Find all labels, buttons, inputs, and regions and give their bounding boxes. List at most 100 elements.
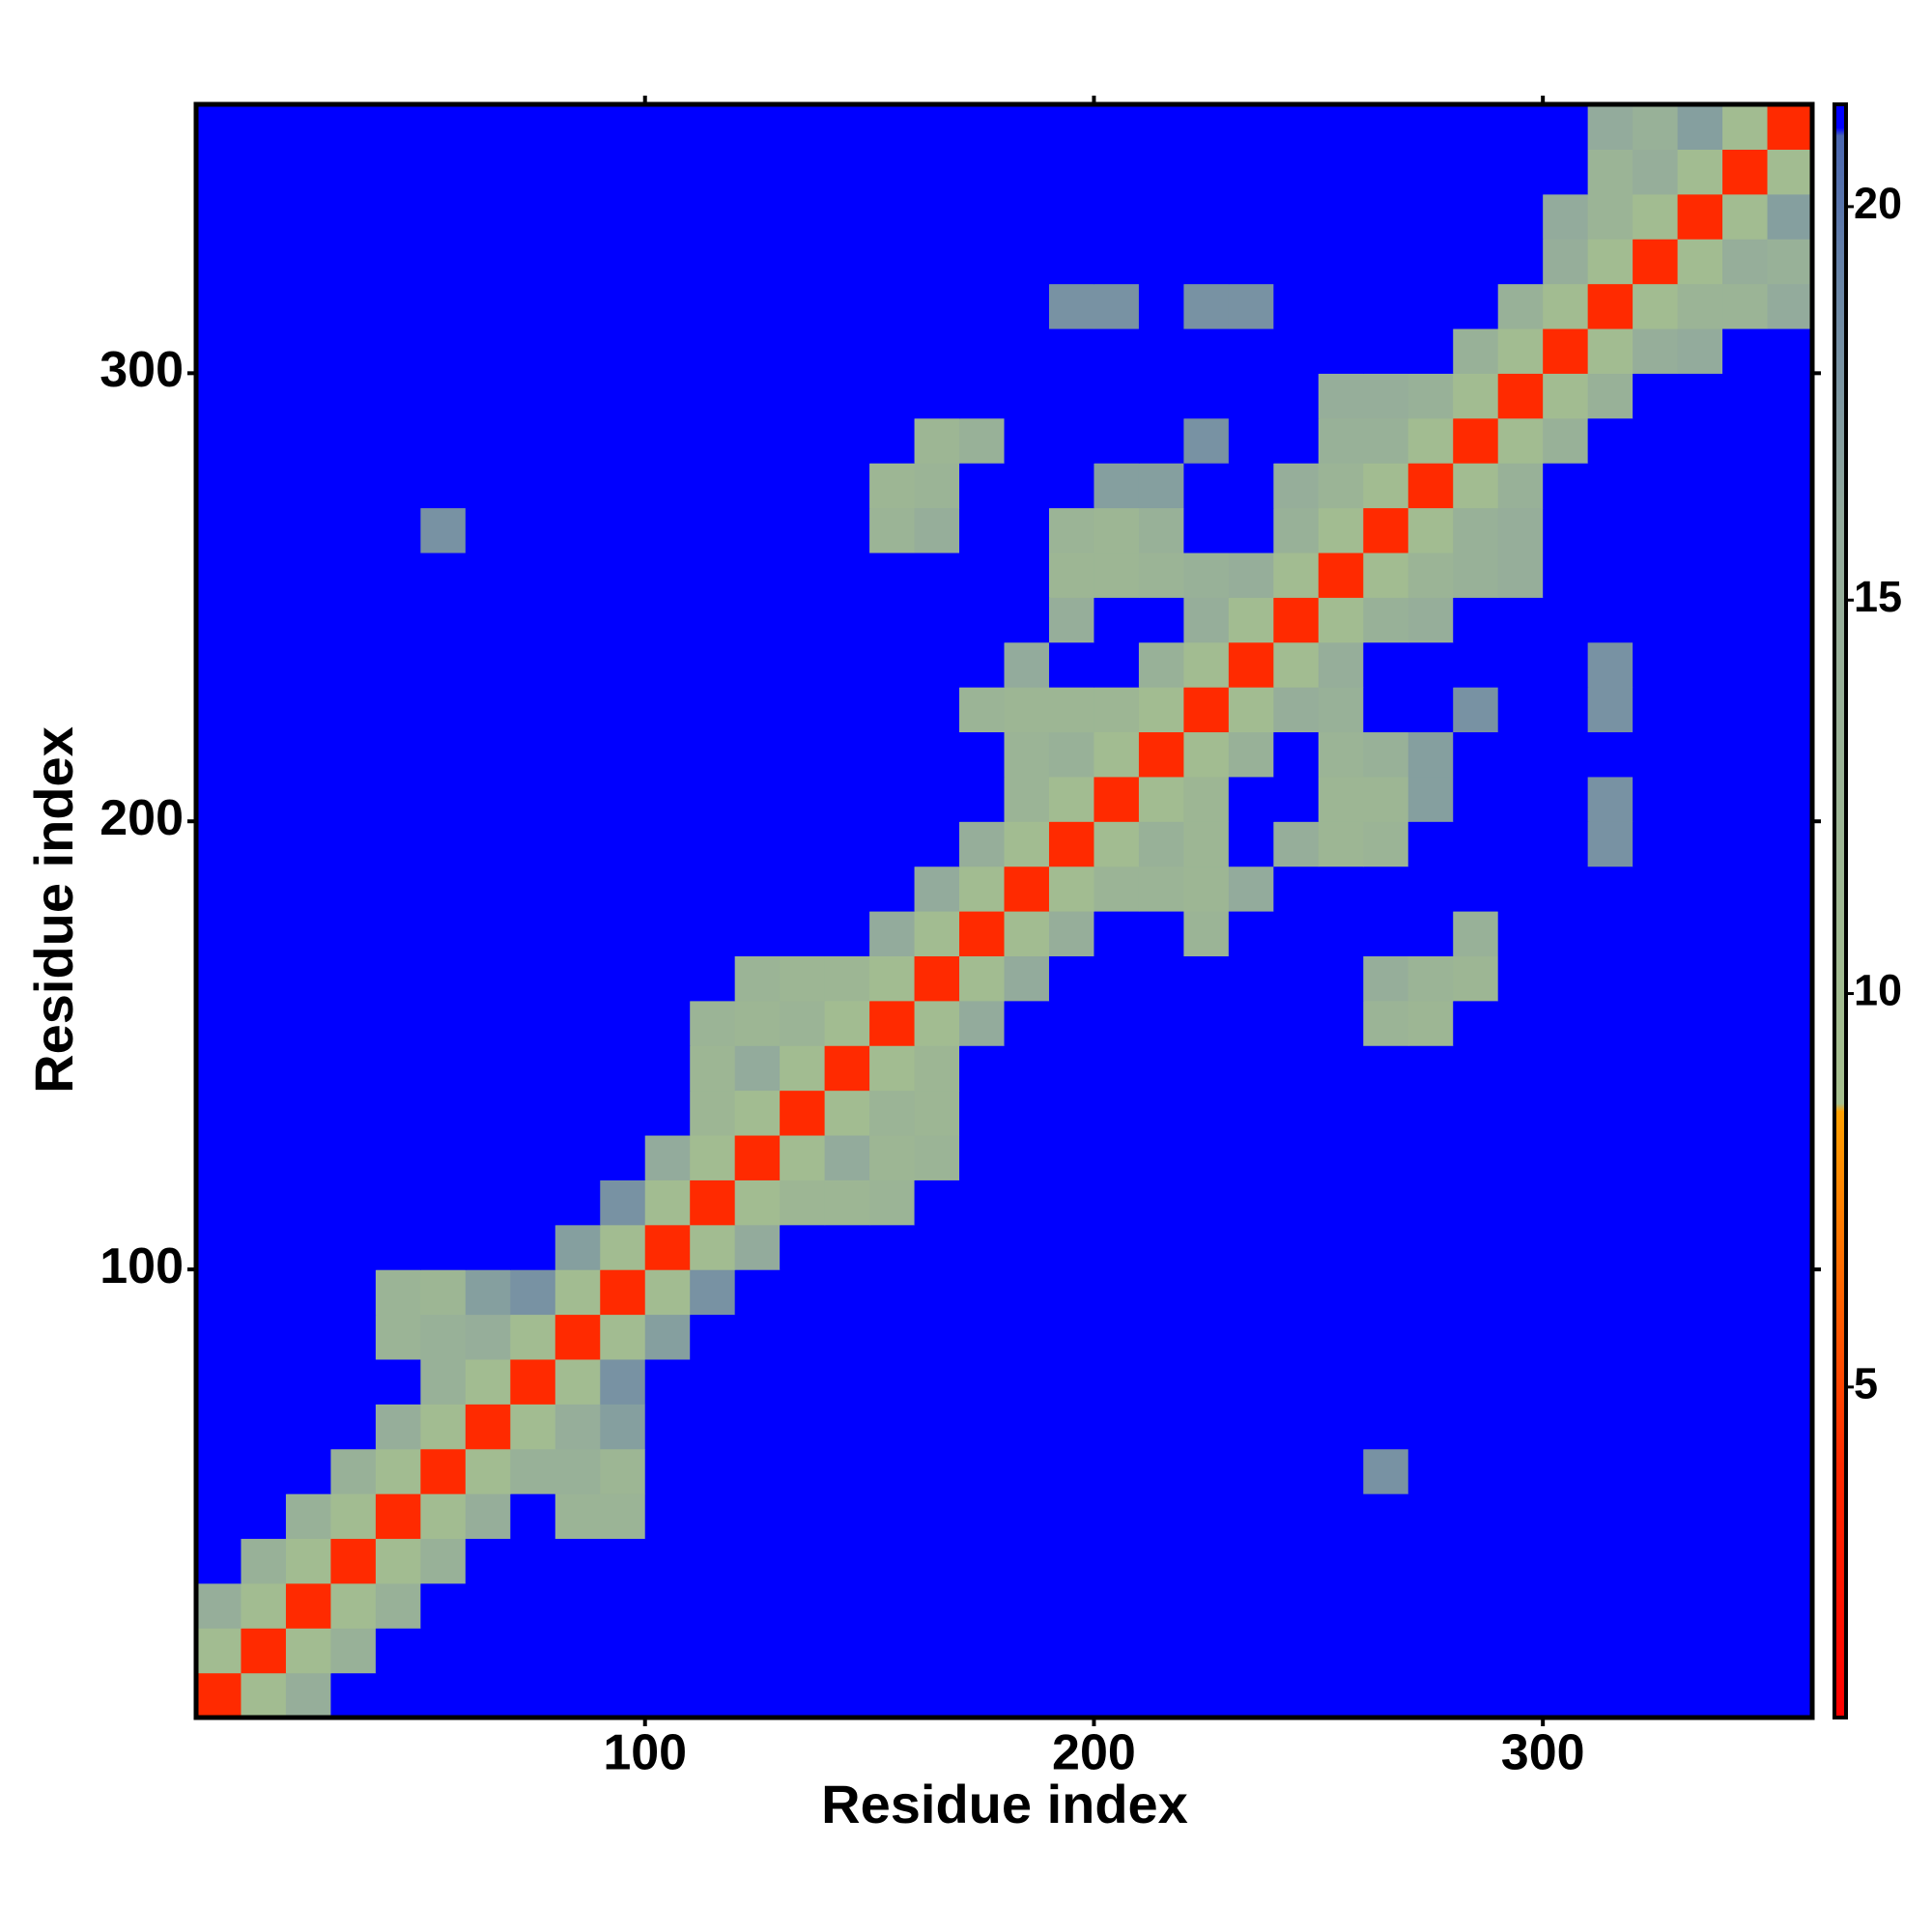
heatmap-cell xyxy=(1183,911,1230,956)
heatmap-cell xyxy=(1363,641,1409,688)
heatmap-cell xyxy=(914,641,960,688)
heatmap-cell xyxy=(1094,1179,1140,1226)
heatmap-cell xyxy=(330,463,377,509)
heatmap-cell xyxy=(824,104,870,150)
heatmap-cell xyxy=(690,104,736,150)
heatmap-cell xyxy=(824,1090,870,1136)
heatmap-cell xyxy=(196,1358,242,1405)
heatmap-cell xyxy=(241,866,287,912)
heatmap-cell xyxy=(1183,597,1230,643)
heatmap-cell xyxy=(734,1493,781,1540)
heatmap-cell xyxy=(600,821,646,867)
heatmap-cell xyxy=(1633,104,1679,150)
heatmap-cell xyxy=(1587,1582,1634,1629)
heatmap-cell xyxy=(330,552,377,598)
heatmap-cell xyxy=(1407,1090,1454,1136)
heatmap-cell xyxy=(1587,104,1634,150)
heatmap-cell xyxy=(465,776,511,822)
heatmap-cell xyxy=(1183,1538,1230,1584)
heatmap-cell xyxy=(600,731,646,778)
heatmap-cell xyxy=(1094,821,1140,867)
heatmap-cell xyxy=(1138,1672,1184,1719)
heatmap-cell xyxy=(1767,1045,1813,1092)
heatmap-cell xyxy=(914,1358,960,1405)
heatmap-cell xyxy=(330,1448,377,1494)
heatmap-cell xyxy=(1273,821,1320,867)
heatmap-cell xyxy=(1094,373,1140,419)
heatmap-cell xyxy=(1273,1269,1320,1316)
heatmap-cell xyxy=(1633,373,1679,419)
heatmap-cell xyxy=(600,552,646,598)
heatmap-cell xyxy=(1587,149,1634,195)
heatmap-cell xyxy=(1407,552,1454,598)
heatmap-cell xyxy=(1183,552,1230,598)
heatmap-cell xyxy=(1677,1134,1723,1180)
heatmap-cell xyxy=(780,417,826,464)
heatmap-cell xyxy=(1183,507,1230,554)
heatmap-cell xyxy=(1633,507,1679,554)
heatmap-cell xyxy=(1543,193,1589,240)
heatmap-cell xyxy=(959,1000,1006,1046)
heatmap-cell xyxy=(734,687,781,733)
heatmap-cell xyxy=(1228,1000,1274,1046)
heatmap-cell xyxy=(1677,1672,1723,1719)
heatmap-cell xyxy=(1048,597,1095,643)
heatmap-cell xyxy=(1543,417,1589,464)
heatmap-cell xyxy=(554,507,601,554)
heatmap-cell xyxy=(600,866,646,912)
heatmap-cell xyxy=(196,866,242,912)
heatmap-cell xyxy=(554,283,601,329)
heatmap-cell xyxy=(869,1358,916,1405)
heatmap-cell xyxy=(869,239,916,285)
heatmap-cell xyxy=(690,373,736,419)
heatmap-cell xyxy=(690,1090,736,1136)
heatmap-cell xyxy=(914,731,960,778)
heatmap-cell xyxy=(1228,1404,1274,1450)
heatmap-cell xyxy=(690,1269,736,1316)
heatmap-cell xyxy=(1407,821,1454,867)
heatmap-cell xyxy=(690,1358,736,1405)
heatmap-cell xyxy=(1318,327,1364,374)
heatmap-cell xyxy=(1677,104,1723,150)
heatmap-cell xyxy=(1497,1045,1544,1092)
heatmap-cell xyxy=(600,1000,646,1046)
heatmap-cell xyxy=(1004,193,1050,240)
heatmap-cell xyxy=(1722,1582,1769,1629)
heatmap-cell xyxy=(600,1090,646,1136)
heatmap-cell xyxy=(734,104,781,150)
heatmap-cell xyxy=(1497,552,1544,598)
heatmap-cell xyxy=(1183,104,1230,150)
heatmap-cell xyxy=(510,731,556,778)
heatmap-cell xyxy=(241,1224,287,1270)
heatmap-cell xyxy=(1587,1179,1634,1226)
heatmap-cell xyxy=(959,1582,1006,1629)
heatmap-cell xyxy=(1228,1628,1274,1674)
heatmap-cell xyxy=(375,1045,421,1092)
heatmap-cell xyxy=(1048,463,1095,509)
heatmap-cell xyxy=(1273,1134,1320,1180)
heatmap-cell xyxy=(1094,731,1140,778)
heatmap-cell xyxy=(644,239,691,285)
heatmap-cell xyxy=(1543,597,1589,643)
heatmap-cell xyxy=(1587,1628,1634,1674)
heatmap-cell xyxy=(1273,597,1320,643)
heatmap-cell xyxy=(465,283,511,329)
heatmap-cell xyxy=(690,1672,736,1719)
heatmap-cell xyxy=(1497,463,1544,509)
plot-frame xyxy=(193,101,1815,1720)
heatmap-cell xyxy=(1543,1493,1589,1540)
heatmap-cell xyxy=(1407,1314,1454,1360)
heatmap-cell xyxy=(1407,1224,1454,1270)
heatmap-cell xyxy=(1767,1628,1813,1674)
heatmap-cell xyxy=(959,1090,1006,1136)
heatmap-cell xyxy=(1497,866,1544,912)
heatmap-cell xyxy=(196,776,242,822)
heatmap-cell xyxy=(690,327,736,374)
heatmap-cell xyxy=(1048,911,1095,956)
heatmap-cell xyxy=(510,1672,556,1719)
heatmap-cell xyxy=(1048,1090,1095,1136)
heatmap-cell xyxy=(1048,1358,1095,1405)
heatmap-cell xyxy=(554,1045,601,1092)
heatmap-cell xyxy=(375,955,421,1002)
heatmap-cell xyxy=(1497,1358,1544,1405)
